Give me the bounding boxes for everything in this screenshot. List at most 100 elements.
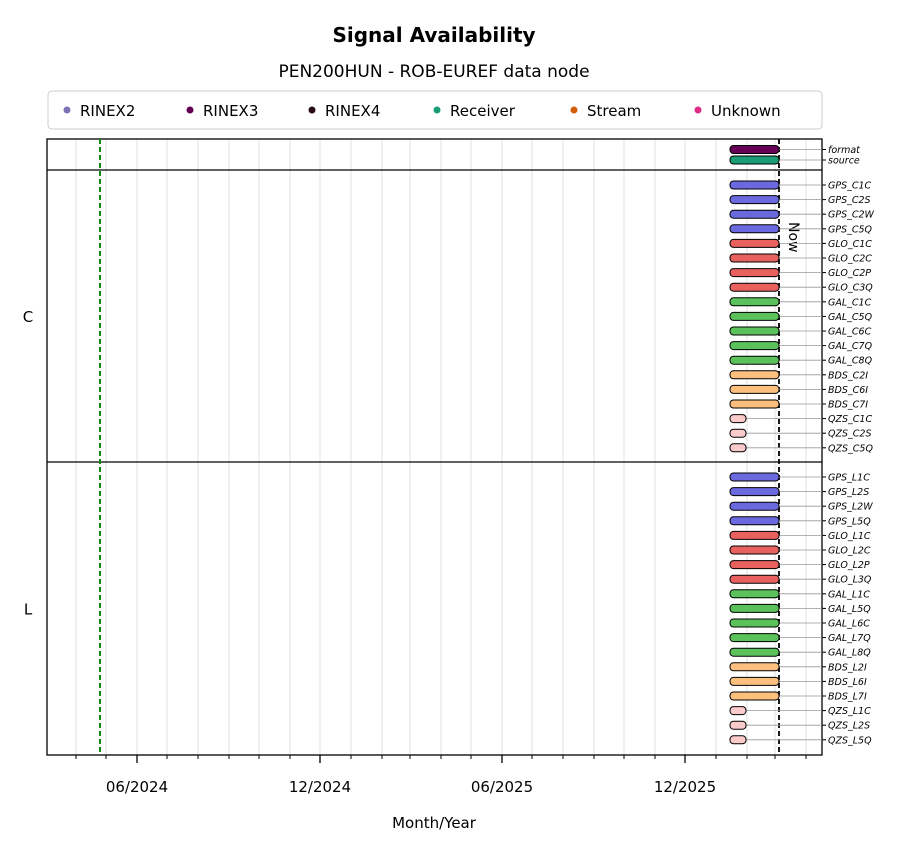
signal-label: source <box>828 156 860 167</box>
availability-bar <box>729 297 780 307</box>
availability-bar <box>729 662 780 672</box>
x-tick-label: 06/2025 <box>471 778 533 796</box>
signal-label: GPS_L2S <box>828 487 869 498</box>
availability-bar <box>729 560 780 570</box>
signal-label: GAL_L5Q <box>828 604 871 615</box>
availability-bar <box>729 574 780 584</box>
legend-marker <box>63 106 71 114</box>
availability-bar <box>729 706 747 716</box>
availability-bar <box>729 268 780 278</box>
chart-title: Signal Availability <box>332 23 535 47</box>
x-axis-label: Month/Year <box>392 814 477 832</box>
availability-bar <box>729 589 780 599</box>
availability-bar <box>729 472 780 482</box>
signal-label: GPS_L1C <box>828 473 870 484</box>
legend-marker <box>433 106 441 114</box>
availability-bar <box>729 311 780 321</box>
group-label: L <box>24 601 33 619</box>
legend-marker <box>186 106 194 114</box>
availability-bar <box>729 487 780 497</box>
availability-bar <box>729 145 780 154</box>
availability-bar <box>729 341 780 351</box>
legend: RINEX2 RINEX3 RINEX4 Receiver Stream Unknown <box>47 90 823 130</box>
availability-bar <box>729 676 780 686</box>
signal-label: GAL_L7Q <box>828 633 871 644</box>
signal-label: GLO_C2P <box>828 268 871 279</box>
legend-label: Receiver <box>450 102 516 120</box>
signal-label: BDS_C7I <box>828 400 868 411</box>
signal-label: GLO_L2C <box>828 546 871 557</box>
legend-marker <box>694 106 702 114</box>
signal-label: BDS_C6I <box>828 385 868 396</box>
legend-label: RINEX3 <box>203 102 258 120</box>
signal-label: GLO_C1C <box>828 239 872 250</box>
availability-bar <box>729 735 747 745</box>
signal-label: GPS_C2S <box>828 195 871 206</box>
availability-bar <box>729 516 780 526</box>
signal-label: BDS_L6I <box>828 677 867 688</box>
availability-bar <box>729 691 780 701</box>
availability-bar <box>729 326 780 336</box>
signal-label: GLO_L3Q <box>828 575 872 586</box>
signal-label: GLO_L1C <box>828 531 871 542</box>
availability-bar <box>729 224 780 234</box>
signal-label: GLO_C2C <box>828 254 872 265</box>
availability-bar <box>729 501 780 511</box>
legend-label: Stream <box>587 102 641 120</box>
signal-label: GAL_C6C <box>828 327 872 338</box>
signal-label: QZS_C5Q <box>828 443 873 454</box>
availability-bar <box>729 180 780 190</box>
signal-label: QZS_L2S <box>828 721 870 732</box>
signal-label: GAL_C8Q <box>828 356 873 367</box>
availability-bar <box>729 384 780 394</box>
x-tick-label: 12/2025 <box>654 778 716 796</box>
legend-label: Unknown <box>711 102 781 120</box>
signal-label: GPS_L2W <box>828 502 873 513</box>
availability-bar <box>729 647 780 657</box>
signal-label: GAL_L8Q <box>828 648 871 659</box>
signal-label: GPS_C1C <box>828 181 872 192</box>
availability-bar <box>729 720 747 730</box>
signal-label: GAL_L1C <box>828 589 870 600</box>
availability-bar <box>729 238 780 248</box>
signal-label: GLO_C3Q <box>828 283 873 294</box>
signal-label: BDS_L7I <box>828 692 867 703</box>
signal-label: QZS_C2S <box>828 429 871 440</box>
signal-label: GLO_L2P <box>828 560 870 571</box>
availability-bar <box>729 530 780 540</box>
signal-label: GAL_C1C <box>828 297 872 308</box>
legend-marker <box>308 106 316 114</box>
availability-bar <box>729 428 747 438</box>
now-label: Now <box>785 222 801 253</box>
availability-bar <box>729 253 780 263</box>
legend-label: RINEX4 <box>325 102 380 120</box>
availability-bar <box>729 399 780 409</box>
availability-bar <box>729 155 780 165</box>
legend-marker <box>570 106 578 114</box>
plot-frame <box>46 138 823 756</box>
availability-bar <box>729 209 780 219</box>
availability-bar <box>729 618 780 628</box>
legend-label: RINEX2 <box>80 102 135 120</box>
availability-bar <box>729 355 780 365</box>
availability-bar <box>729 443 747 453</box>
signal-label: BDS_C2I <box>828 370 868 381</box>
availability-bar <box>729 414 747 424</box>
signal-label: GAL_C7Q <box>828 341 873 352</box>
availability-bar <box>729 282 780 292</box>
signal-label: QZS_L1C <box>828 706 871 717</box>
x-tick-label: 06/2024 <box>106 778 168 796</box>
availability-bar <box>729 370 780 380</box>
signal-label: format <box>828 145 861 156</box>
signal-label: QZS_C1C <box>828 414 872 425</box>
signal-label: QZS_L5Q <box>828 735 872 746</box>
availability-bar <box>729 603 780 613</box>
signal-label: GPS_C2W <box>828 210 875 221</box>
chart-subtitle: PEN200HUN - ROB-EUREF data node <box>278 62 589 82</box>
availability-bar <box>729 545 780 555</box>
signal-label: GAL_L6C <box>828 619 870 630</box>
signal-label: GAL_C5Q <box>828 312 873 323</box>
signal-label: GPS_C5Q <box>828 224 873 235</box>
